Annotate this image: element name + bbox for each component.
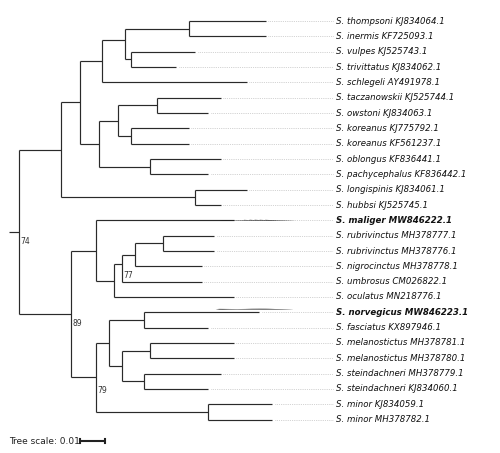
Text: S. hubbsi KJ525745.1: S. hubbsi KJ525745.1 — [336, 201, 428, 210]
Text: S. melanostictus MH378781.1: S. melanostictus MH378781.1 — [336, 338, 466, 347]
Text: 79: 79 — [98, 386, 108, 395]
Text: 89: 89 — [72, 319, 82, 328]
Text: S. koreanus KJ775792.1: S. koreanus KJ775792.1 — [336, 124, 440, 133]
Text: S. longispinis KJ834061.1: S. longispinis KJ834061.1 — [336, 185, 446, 194]
Text: S. nigrocinctus MH378778.1: S. nigrocinctus MH378778.1 — [336, 262, 458, 271]
Text: S. oculatus MN218776.1: S. oculatus MN218776.1 — [336, 293, 442, 302]
Text: S. pachycephalus KF836442.1: S. pachycephalus KF836442.1 — [336, 170, 467, 179]
Text: S. trivittatus KJ834062.1: S. trivittatus KJ834062.1 — [336, 63, 442, 72]
Text: S. rubrivinctus MH378777.1: S. rubrivinctus MH378777.1 — [336, 231, 457, 240]
Text: S. thompsoni KJ834064.1: S. thompsoni KJ834064.1 — [336, 17, 445, 26]
Text: 77: 77 — [124, 270, 133, 280]
Text: S. oblongus KF836441.1: S. oblongus KF836441.1 — [336, 154, 442, 164]
Text: S. umbrosus CM026822.1: S. umbrosus CM026822.1 — [336, 277, 448, 286]
Text: S. koreanus KF561237.1: S. koreanus KF561237.1 — [336, 139, 442, 148]
Text: S. steindachneri KJ834060.1: S. steindachneri KJ834060.1 — [336, 385, 458, 393]
Text: S. fasciatus KX897946.1: S. fasciatus KX897946.1 — [336, 323, 442, 332]
Text: S. norvegicus MW846223.1: S. norvegicus MW846223.1 — [336, 308, 468, 317]
Text: S. minor MH378782.1: S. minor MH378782.1 — [336, 415, 430, 424]
Text: S. vulpes KJ525743.1: S. vulpes KJ525743.1 — [336, 47, 428, 56]
Text: 74: 74 — [20, 237, 30, 246]
Polygon shape — [220, 220, 295, 221]
Text: S. melanostictus MH378780.1: S. melanostictus MH378780.1 — [336, 354, 466, 363]
Text: S. rubrivinctus MH378776.1: S. rubrivinctus MH378776.1 — [336, 246, 457, 255]
Text: S. owstoni KJ834063.1: S. owstoni KJ834063.1 — [336, 109, 433, 118]
Text: S. maliger MW846222.1: S. maliger MW846222.1 — [336, 216, 452, 225]
Text: S. schlegeli AY491978.1: S. schlegeli AY491978.1 — [336, 78, 440, 87]
Text: S. taczanowskii KJ525744.1: S. taczanowskii KJ525744.1 — [336, 93, 454, 102]
Text: S. minor KJ834059.1: S. minor KJ834059.1 — [336, 400, 424, 409]
Text: Tree scale: 0.01: Tree scale: 0.01 — [9, 437, 80, 446]
Text: S. steindachneri MH378779.1: S. steindachneri MH378779.1 — [336, 369, 464, 378]
Text: S. inermis KF725093.1: S. inermis KF725093.1 — [336, 32, 434, 41]
